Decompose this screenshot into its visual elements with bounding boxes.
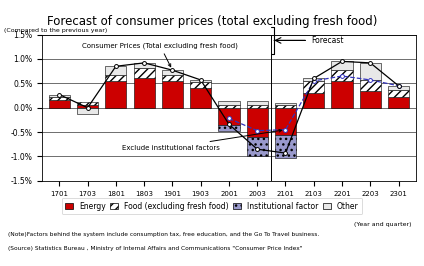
Bar: [77, 108, 98, 114]
Bar: [190, 80, 211, 82]
Bar: [360, 63, 381, 80]
Bar: [105, 75, 126, 81]
Legend: Energy, Food (excluding fresh food), Institutional factor, Other: Energy, Food (excluding fresh food), Ins…: [61, 198, 363, 214]
Bar: [77, 105, 98, 108]
Bar: [332, 81, 353, 108]
Text: Forecast: Forecast: [311, 36, 343, 45]
Bar: [332, 70, 353, 81]
Bar: [247, 108, 268, 137]
Bar: [303, 78, 324, 81]
Bar: [247, 137, 268, 156]
Bar: [190, 82, 211, 88]
Bar: [275, 108, 296, 135]
Bar: [105, 66, 126, 75]
Bar: [134, 63, 155, 68]
Bar: [49, 101, 70, 108]
Bar: [134, 68, 155, 78]
Bar: [275, 105, 296, 108]
Bar: [162, 81, 183, 108]
Text: (Note)Factors behind the system include consumption tax, free education, and the: (Note)Factors behind the system include …: [8, 232, 320, 237]
Bar: [218, 108, 240, 125]
Bar: [388, 90, 409, 97]
Bar: [388, 97, 409, 108]
Bar: [332, 61, 353, 70]
Bar: [247, 105, 268, 108]
Bar: [162, 75, 183, 81]
Bar: [275, 135, 296, 158]
Bar: [77, 102, 98, 105]
Bar: [388, 86, 409, 90]
Bar: [49, 97, 70, 101]
Text: (Source) Statistics Bureau , Ministry of Internal Affairs and Communications "Co: (Source) Statistics Bureau , Ministry of…: [8, 246, 303, 251]
Text: (Compared to the previous year): (Compared to the previous year): [4, 28, 108, 33]
Bar: [303, 81, 324, 93]
Text: Exclude institutional factors: Exclude institutional factors: [122, 129, 282, 151]
Bar: [218, 105, 240, 108]
Bar: [247, 101, 268, 105]
Bar: [303, 93, 324, 108]
Text: Forecast of consumer prices (total excluding fresh food): Forecast of consumer prices (total exclu…: [47, 15, 377, 28]
Bar: [134, 78, 155, 108]
Bar: [190, 88, 211, 108]
Bar: [275, 103, 296, 105]
Bar: [162, 70, 183, 75]
Bar: [360, 91, 381, 108]
Text: Consumer Prices (Total excluding fresh food): Consumer Prices (Total excluding fresh f…: [82, 42, 238, 67]
Bar: [218, 125, 240, 131]
Bar: [218, 101, 240, 105]
Bar: [105, 81, 126, 108]
Bar: [360, 80, 381, 91]
Text: (Year and quarter): (Year and quarter): [354, 222, 411, 227]
Bar: [49, 95, 70, 97]
